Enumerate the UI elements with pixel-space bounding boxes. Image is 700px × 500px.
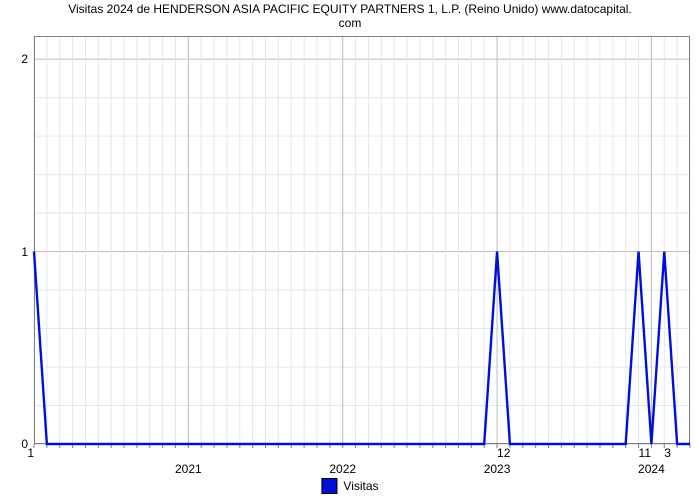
x-tick-label: 2021 — [175, 460, 202, 476]
x-tick-label: 2023 — [484, 460, 511, 476]
y-tick-label: 2 — [21, 52, 34, 66]
x-peak-label: 3 — [664, 444, 671, 460]
chart-title: Visitas 2024 de HENDERSON ASIA PACIFIC E… — [0, 2, 700, 31]
x-tick-label: 2022 — [329, 460, 356, 476]
chart-title-line1: Visitas 2024 de HENDERSON ASIA PACIFIC E… — [0, 2, 700, 16]
plot-area: 0122021202220232024112113 — [34, 36, 690, 444]
chart-title-line2: com — [0, 16, 700, 30]
legend: Visitas — [321, 478, 378, 494]
x-peak-label: 1 — [27, 444, 34, 460]
y-tick-label: 1 — [21, 245, 34, 259]
series-line — [34, 252, 690, 444]
legend-swatch — [321, 478, 337, 494]
x-tick-label: 2024 — [638, 460, 665, 476]
x-peak-label: 11 — [639, 444, 651, 460]
legend-label: Visitas — [343, 479, 378, 493]
x-peak-label: 12 — [497, 444, 510, 460]
